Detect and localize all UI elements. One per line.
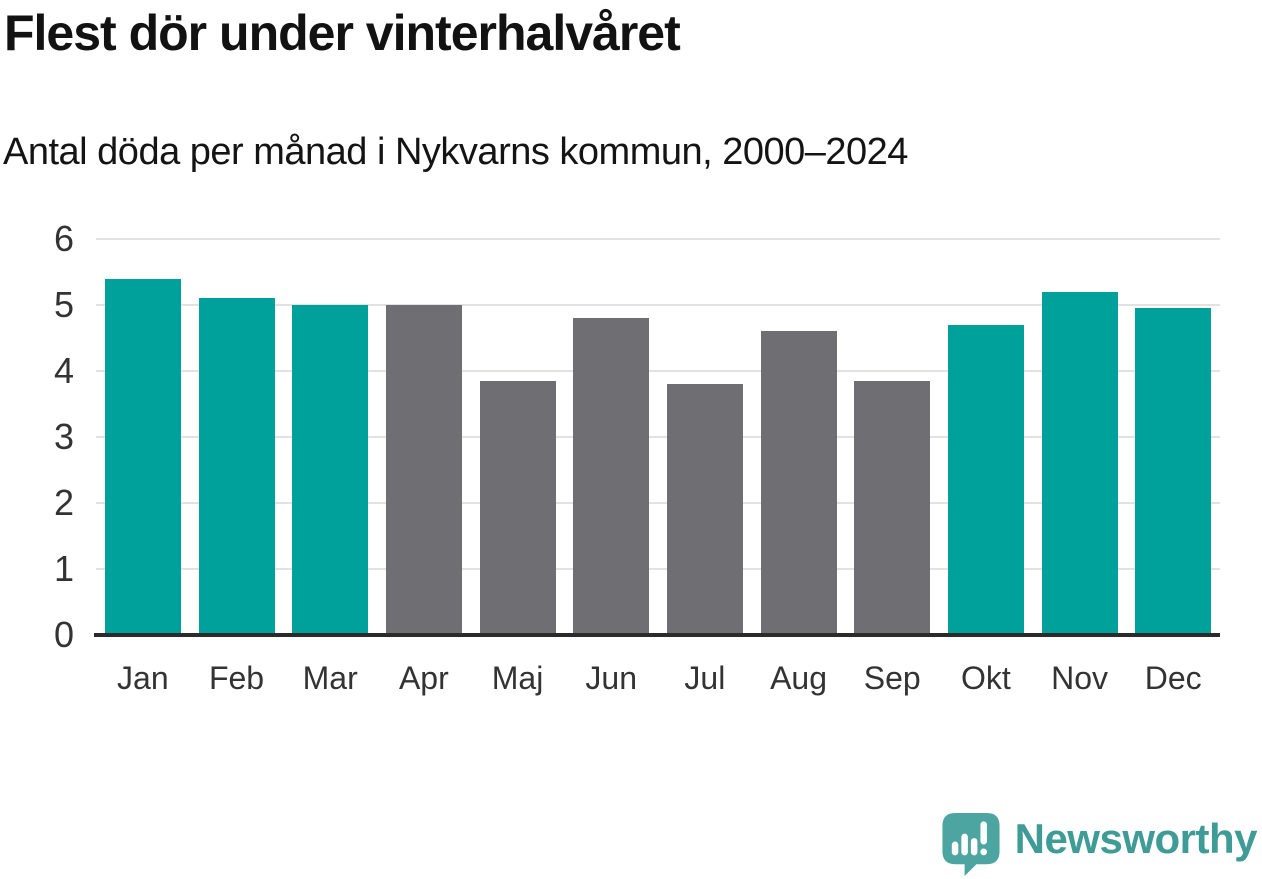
x-tick-label-feb: Feb [208, 660, 265, 696]
y-tick-label-6: 6 [53, 218, 74, 259]
gridline-y6 [96, 238, 1220, 240]
gridline-y2 [96, 502, 1220, 505]
bar-slot-mar [283, 239, 377, 635]
bar-slot-jul [658, 239, 752, 635]
y-tick-label-4: 4 [53, 349, 74, 391]
x-tick-label-jan: Jan [117, 660, 169, 696]
plot-area [94, 238, 1220, 637]
x-tick-label-maj: Maj [491, 660, 544, 696]
bar-jul [666, 384, 743, 635]
bar-nov [1041, 291, 1118, 635]
bar-slot-maj [471, 239, 565, 635]
bar-jan [104, 278, 181, 635]
bar-slot-jun [564, 239, 658, 635]
x-tick-label-aug: Aug [770, 660, 827, 696]
x-tick-label-nov: Nov [1051, 660, 1108, 696]
newsworthy-logo-icon [942, 813, 1000, 876]
y-tick-label-2: 2 [53, 481, 74, 523]
bar-slot-jan [96, 239, 190, 635]
y-tick-label-1: 1 [53, 548, 74, 589]
x-tick-label-apr: Apr [398, 660, 449, 696]
y-tick-label-3: 3 [53, 416, 74, 457]
x-axis-baseline [94, 633, 1220, 637]
gridline-y1 [96, 568, 1220, 571]
brand-footer: Newsworthy [942, 813, 1258, 876]
x-tick-label-jun: Jun [585, 660, 637, 696]
chart-subtitle: Antal döda per månad i Nykvarns kommun, … [3, 131, 908, 173]
bar-dec [1135, 308, 1212, 635]
bar-slot-aug [752, 239, 846, 635]
bar-slot-sep [845, 239, 939, 635]
gridline-y4 [96, 370, 1220, 373]
chart-title: Flest dör under vinterhalvåret [4, 5, 681, 61]
bar-slot-okt [939, 239, 1033, 635]
bar-apr [385, 305, 462, 635]
brand-name: Newsworthy [1014, 814, 1258, 862]
gridline-y5 [96, 304, 1220, 306]
gridline-y3 [96, 436, 1220, 438]
y-tick-label-5: 5 [53, 283, 74, 325]
bar-series [96, 239, 1220, 635]
bar-jun [573, 318, 650, 635]
bar-okt [947, 324, 1024, 635]
bar-slot-nov [1033, 239, 1127, 635]
bar-slot-feb [190, 239, 284, 635]
bar-slot-dec [1126, 239, 1220, 635]
bar-slot-apr [377, 239, 471, 635]
x-tick-label-dec: Dec [1144, 660, 1202, 696]
x-tick-label-okt: Okt [960, 660, 1011, 696]
x-axis: Jan Feb Mar Apr Maj Jun Jul Aug Sep Okt Nov Dec [96, 658, 1220, 698]
bar-maj [479, 380, 556, 635]
bar-aug [760, 331, 837, 635]
bar-sep [854, 380, 931, 635]
x-tick-label-mar: Mar [302, 660, 358, 696]
bar-mar [292, 305, 369, 635]
x-tick-label-sep: Sep [863, 660, 921, 696]
x-tick-label-jul: Jul [684, 660, 726, 696]
y-tick-label-0: 0 [53, 614, 74, 655]
bar-feb [198, 298, 275, 635]
y-axis: 0 1 2 3 4 5 6 [0, 221, 74, 653]
